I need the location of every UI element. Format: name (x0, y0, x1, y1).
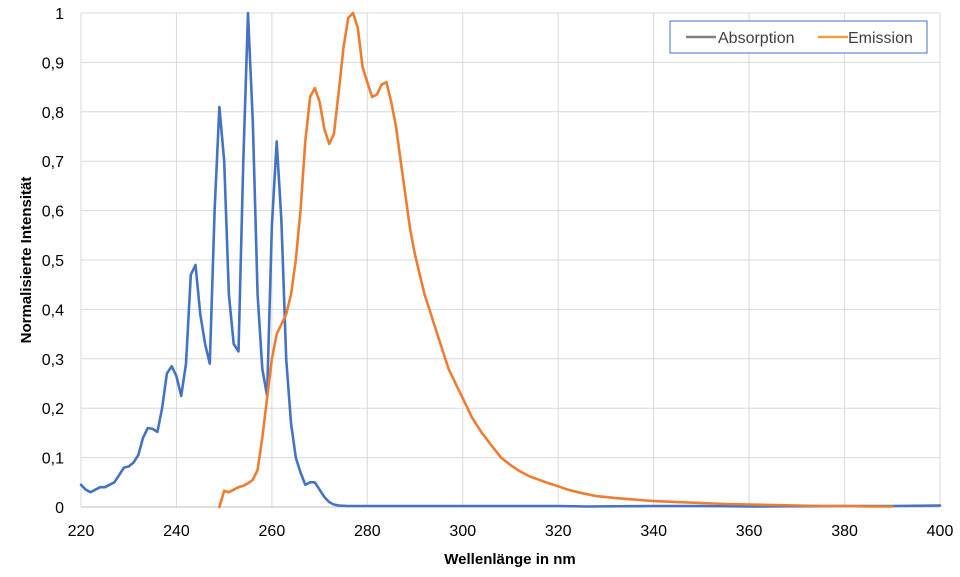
x-tick-label: 260 (259, 523, 286, 540)
x-tick-label: 220 (68, 523, 95, 540)
y-tick-label: 0,9 (42, 55, 64, 72)
x-tick-label: 380 (831, 523, 858, 540)
legend: Absorption Emission (669, 20, 928, 54)
x-tick-label: 300 (449, 523, 476, 540)
y-tick-label: 0,7 (42, 154, 64, 171)
y-tick-label: 0,1 (42, 451, 64, 468)
x-tick-label: 280 (354, 523, 381, 540)
x-axis-title: Wellenlänge in nm (444, 551, 575, 568)
y-tick-label: 0,4 (42, 302, 64, 319)
y-tick-label: 0 (55, 500, 64, 517)
y-tick-label: 0,3 (42, 352, 64, 369)
y-axis-title: Normalisierte Intensität (18, 177, 35, 344)
y-tick-label: 0,6 (42, 204, 64, 221)
x-tick-label: 340 (640, 523, 667, 540)
x-tick-label: 240 (163, 523, 190, 540)
series (79, 11, 942, 509)
y-tick-label: 0,5 (42, 253, 64, 270)
x-tick-label: 360 (736, 523, 763, 540)
legend-label-absorption: Absorption (718, 30, 795, 47)
grid (81, 12, 941, 507)
legend-label-emission: Emission (848, 30, 913, 47)
x-tick-label: 400 (927, 523, 954, 540)
y-tick-label: 0,2 (42, 401, 64, 418)
x-tick-label: 320 (545, 523, 572, 540)
series-line-absorption (79, 11, 942, 508)
y-tick-label: 1 (55, 6, 64, 23)
series-line-emission (218, 11, 894, 509)
tick-labels: 0 0,1 0,2 0,3 0,4 0,5 0,6 0,7 0,8 0,9 1 220 240 260 28… (42, 6, 954, 540)
y-tick-label: 0,8 (42, 105, 64, 122)
